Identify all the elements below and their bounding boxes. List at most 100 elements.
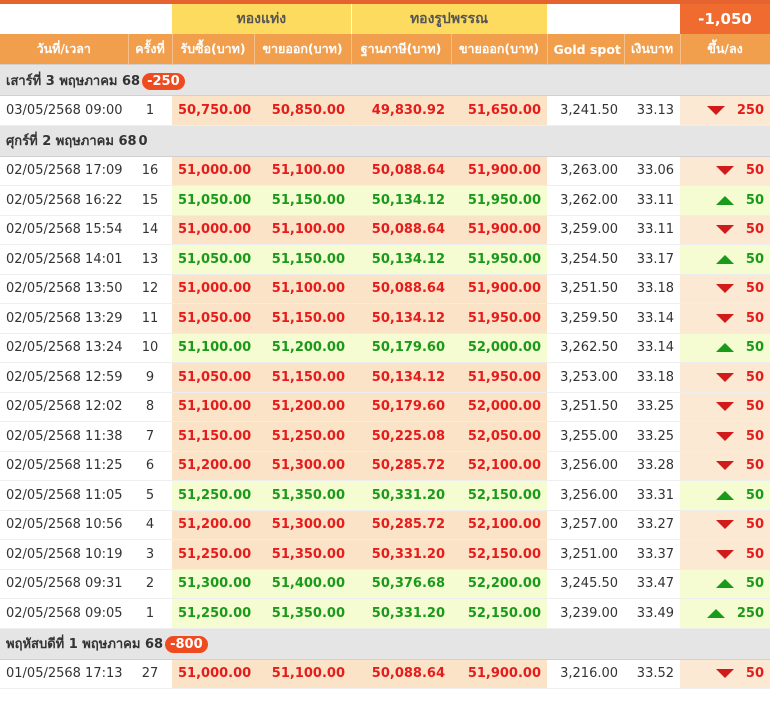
change-value: 50 xyxy=(745,281,765,297)
cell-change: 50 xyxy=(680,539,770,570)
cell-datetime: 02/05/2568 09:31 xyxy=(0,569,128,599)
cell-tax-base: 50,088.64 xyxy=(351,156,451,186)
cell-tax-base: 50,285.72 xyxy=(351,451,451,481)
cell-bar-buy: 51,100.00 xyxy=(172,333,254,363)
cell-change: 50 xyxy=(680,333,770,363)
cell-thb: 33.18 xyxy=(624,362,681,393)
arrow-down-icon xyxy=(715,520,734,530)
cell-ornament-sell: 52,150.00 xyxy=(451,480,548,511)
col-header-change[interactable]: ขึ้น/ลง xyxy=(680,34,770,65)
cell-bar-sell: 50,850.00 xyxy=(254,95,351,126)
cell-ornament-sell: 52,050.00 xyxy=(451,421,548,452)
cell-thb: 33.25 xyxy=(624,392,681,422)
arrow-up-icon xyxy=(715,195,734,205)
top-accent-bar xyxy=(0,0,770,4)
table-row: 02/05/2568 11:38 7 51,150.00 51,250.00 50,22… xyxy=(0,421,770,452)
cell-datetime: 02/05/2568 12:59 xyxy=(0,362,128,393)
cell-datetime: 02/05/2568 13:24 xyxy=(0,333,128,363)
col-header-tax-base[interactable]: ฐานภาษี(บาท) xyxy=(351,34,452,65)
cell-ornament-sell: 51,900.00 xyxy=(451,215,548,245)
cell-gold-spot: 3,251.50 xyxy=(547,392,625,422)
cell-round: 5 xyxy=(128,480,172,511)
cell-tax-base: 50,331.20 xyxy=(351,480,451,511)
cell-bar-sell: 51,100.00 xyxy=(254,156,351,186)
cell-round: 8 xyxy=(128,392,172,422)
change-value: 50 xyxy=(745,369,765,385)
table-row: 02/05/2568 13:50 12 51,000.00 51,100.00 50,0… xyxy=(0,274,770,304)
table-row: 02/05/2568 12:59 9 51,050.00 51,150.00 50,13… xyxy=(0,362,770,393)
change-value: 50 xyxy=(745,192,765,208)
arrow-down-icon xyxy=(715,669,734,679)
arrow-down-icon xyxy=(715,461,734,471)
day-group-cell: เสาร์ที่ 3 พฤษภาคม 68 -250 xyxy=(0,64,770,96)
cell-tax-base: 50,331.20 xyxy=(351,598,451,629)
table-row: 02/05/2568 14:01 13 51,050.00 51,150.00 50,1… xyxy=(0,244,770,275)
table-row: 03/05/2568 09:00 1 50,750.00 50,850.00 49,83… xyxy=(0,95,770,126)
cell-bar-buy: 51,150.00 xyxy=(172,421,254,452)
cell-datetime: 02/05/2568 10:56 xyxy=(0,510,128,540)
gold-price-table: ทองแท่ง ทองรูปพรรณ -1,050 วันที่/เวลา คร… xyxy=(0,4,770,689)
group-header-ornament: ทองรูปพรรณ xyxy=(351,4,548,34)
arrow-down-icon xyxy=(715,372,734,382)
cell-bar-sell: 51,300.00 xyxy=(254,451,351,481)
table-row: 02/05/2568 09:05 1 51,250.00 51,350.00 50,33… xyxy=(0,598,770,629)
day-change-badge: -250 xyxy=(142,72,185,90)
cell-bar-buy: 51,250.00 xyxy=(172,539,254,570)
cell-gold-spot: 3,256.00 xyxy=(547,451,625,481)
cell-tax-base: 50,134.12 xyxy=(351,303,451,334)
cell-change: 250 xyxy=(680,95,770,126)
change-value: 50 xyxy=(745,666,765,682)
cell-bar-buy: 51,300.00 xyxy=(172,569,254,599)
cell-bar-sell: 51,150.00 xyxy=(254,303,351,334)
cell-change: 50 xyxy=(680,569,770,599)
change-value: 50 xyxy=(745,517,765,533)
cell-gold-spot: 3,256.00 xyxy=(547,480,625,511)
cell-change: 50 xyxy=(680,362,770,393)
cell-datetime: 02/05/2568 09:05 xyxy=(0,598,128,629)
cell-tax-base: 50,134.12 xyxy=(351,244,451,275)
table-row: 02/05/2568 10:56 4 51,200.00 51,300.00 50,28… xyxy=(0,510,770,540)
cell-tax-base: 50,088.64 xyxy=(351,274,451,304)
group-header-spacer xyxy=(0,4,172,34)
cell-gold-spot: 3,254.50 xyxy=(547,244,625,275)
change-value: 50 xyxy=(745,428,765,444)
arrow-down-icon xyxy=(715,284,734,294)
col-header-ornament-sell[interactable]: ขายออก(บาท) xyxy=(451,34,548,65)
day-group-header: พฤหัสบดีที่ 1 พฤษภาคม 68 -800 xyxy=(0,627,770,660)
col-header-datetime[interactable]: วันที่/เวลา xyxy=(0,34,129,65)
col-header-gold-spot[interactable]: Gold spot xyxy=(547,34,625,65)
col-header-thb[interactable]: เงินบาท xyxy=(624,34,681,65)
day-group-header: ศุกร์ที่ 2 พฤษภาคม 68 0 xyxy=(0,124,770,157)
arrow-up-icon xyxy=(706,608,725,618)
cell-tax-base: 50,179.60 xyxy=(351,333,451,363)
cell-bar-buy: 51,000.00 xyxy=(172,215,254,245)
col-header-bar-buy[interactable]: รับซื้อ(บาท) xyxy=(172,34,255,65)
cell-datetime: 02/05/2568 12:02 xyxy=(0,392,128,422)
cell-thb: 33.31 xyxy=(624,480,681,511)
cell-change: 50 xyxy=(680,451,770,481)
change-value: 250 xyxy=(736,605,765,621)
change-value: 50 xyxy=(745,399,765,415)
cell-tax-base: 50,134.12 xyxy=(351,362,451,393)
cell-datetime: 01/05/2568 17:13 xyxy=(0,659,128,689)
cell-datetime: 02/05/2568 10:19 xyxy=(0,539,128,570)
cell-tax-base: 49,830.92 xyxy=(351,95,451,126)
group-header-row: ทองแท่ง ทองรูปพรรณ -1,050 xyxy=(0,4,770,34)
change-value: 50 xyxy=(745,310,765,326)
cell-thb: 33.25 xyxy=(624,421,681,452)
col-header-round[interactable]: ครั้งที่ xyxy=(128,34,173,65)
table-row: 02/05/2568 16:22 15 51,050.00 51,150.00 50,1… xyxy=(0,185,770,216)
total-change-badge: -1,050 xyxy=(680,4,770,34)
cell-ornament-sell: 52,150.00 xyxy=(451,598,548,629)
day-label: เสาร์ที่ 3 พฤษภาคม 68 xyxy=(6,73,141,89)
cell-datetime: 02/05/2568 13:29 xyxy=(0,303,128,334)
cell-change: 50 xyxy=(680,274,770,304)
cell-change: 250 xyxy=(680,598,770,629)
arrow-down-icon xyxy=(706,105,725,115)
cell-thb: 33.18 xyxy=(624,274,681,304)
col-header-bar-sell[interactable]: ขายออก(บาท) xyxy=(254,34,352,65)
cell-gold-spot: 3,239.00 xyxy=(547,598,625,629)
cell-round: 7 xyxy=(128,421,172,452)
arrow-up-icon xyxy=(715,490,734,500)
cell-tax-base: 50,331.20 xyxy=(351,539,451,570)
